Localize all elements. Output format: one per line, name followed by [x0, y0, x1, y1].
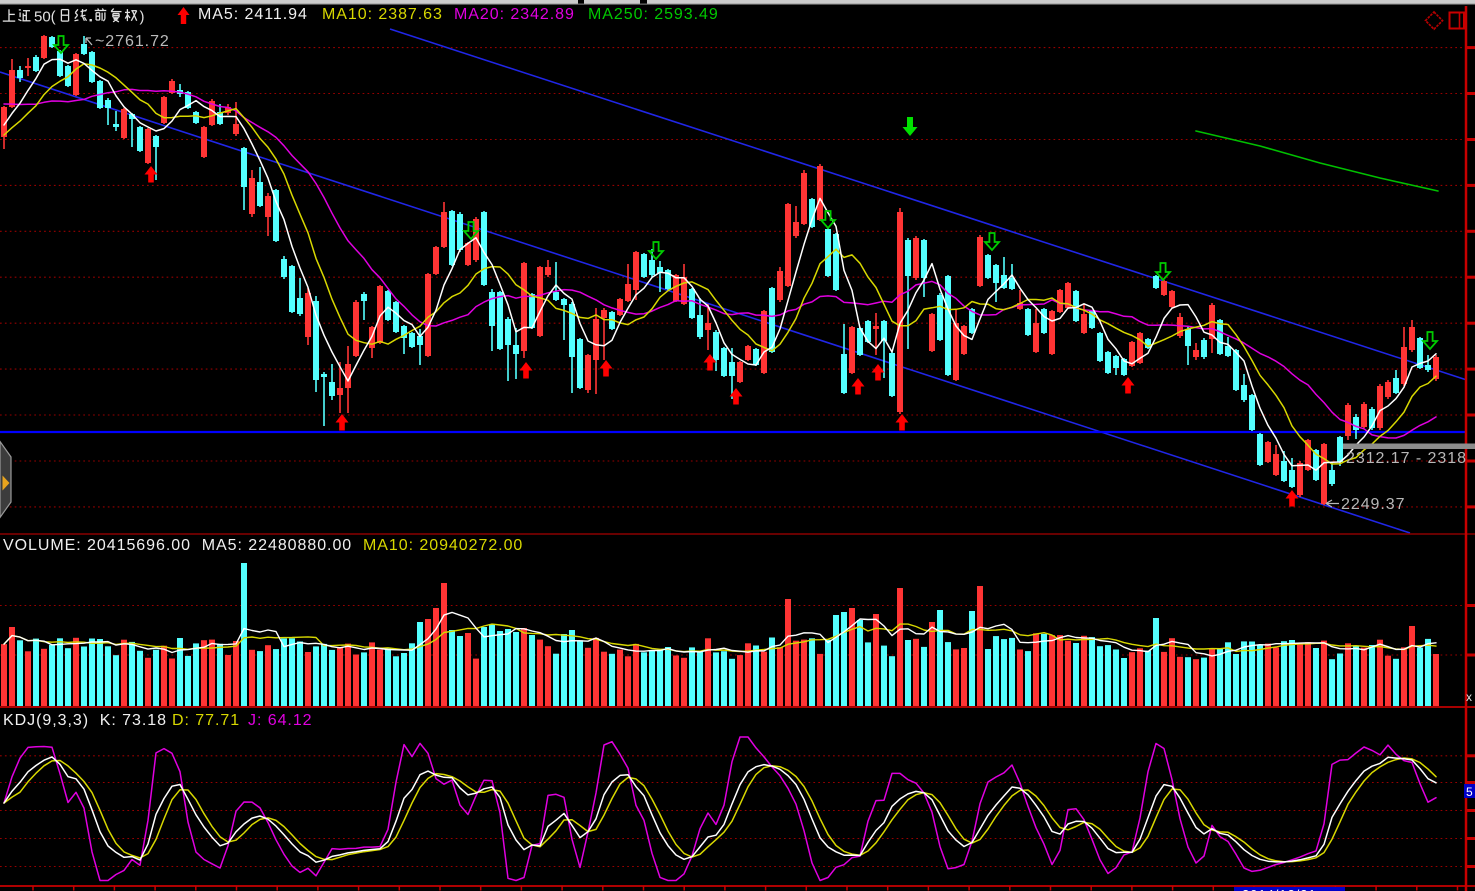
svg-text:50(: 50( — [34, 9, 56, 26]
svg-text:): ) — [140, 9, 145, 26]
svg-text:5: 5 — [1466, 785, 1473, 799]
